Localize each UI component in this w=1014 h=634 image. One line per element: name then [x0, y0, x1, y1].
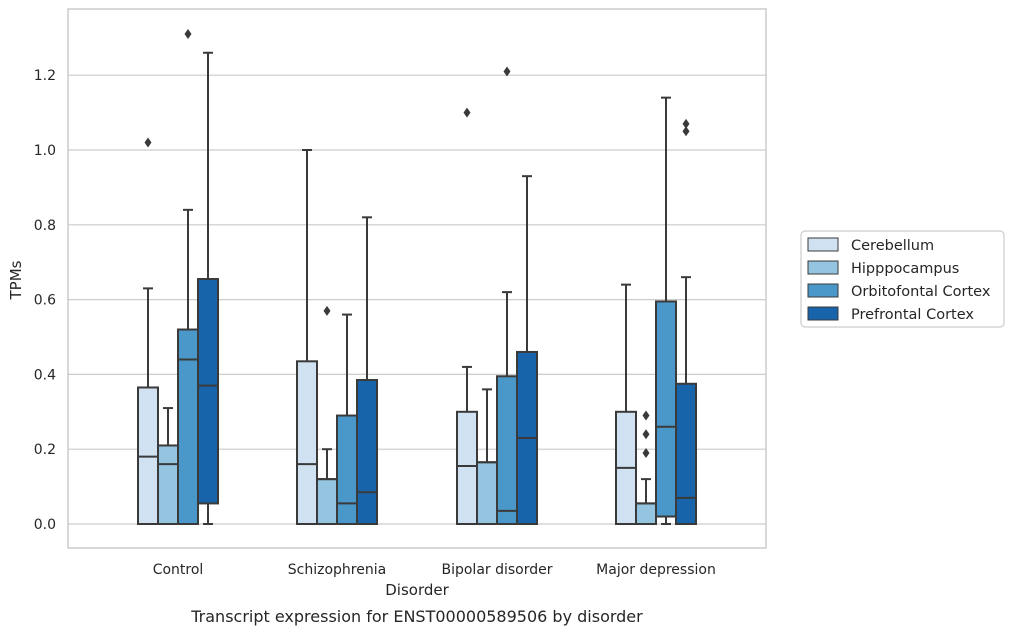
legend-label: Hipppocampus: [851, 261, 959, 277]
box-3-3: [675, 118, 697, 525]
legend: Cerebellum Hipppocampus Orbitofontal Corte…: [800, 230, 1005, 328]
box-1-0: [296, 149, 318, 525]
box-body: [476, 461, 498, 526]
legend-label: Prefrontal Cortex: [851, 307, 974, 323]
legend-swatch: [807, 283, 839, 298]
box-body: [675, 382, 697, 525]
box-2-1: [476, 388, 498, 526]
box-0-2: [177, 29, 199, 525]
y-tick-label: 0.8: [34, 218, 56, 234]
y-tick-label: 0.2: [34, 442, 56, 458]
y-tick-label: 0.0: [34, 517, 56, 533]
box-body: [635, 502, 657, 525]
box-1-1: [316, 305, 338, 525]
legend-label: Cerebellum: [851, 238, 934, 254]
box-3-0: [615, 283, 637, 525]
box-body: [356, 379, 378, 526]
y-tick-label: 1.0: [34, 143, 56, 159]
box-groups: [137, 29, 697, 526]
box-body: [157, 444, 179, 525]
outlier-point: [503, 66, 511, 77]
box-body: [336, 414, 358, 526]
box-2-0: [456, 107, 478, 525]
outlier-point: [642, 447, 650, 458]
box-body: [655, 300, 677, 518]
box-3-1: [635, 410, 657, 525]
box-body: [456, 410, 478, 525]
box-body: [197, 278, 219, 505]
outlier-point: [144, 137, 152, 148]
box-2-3: [516, 175, 538, 525]
legend-swatch: [807, 237, 839, 252]
x-tick-label: Major depression: [596, 562, 716, 578]
y-tick-label: 0.4: [34, 367, 56, 383]
box-1-2: [336, 313, 358, 526]
box-0-0: [137, 137, 159, 525]
outlier-point: [463, 107, 471, 118]
outlier-point: [682, 118, 690, 129]
x-axis-label: Disorder: [385, 581, 449, 599]
box-body: [496, 375, 518, 525]
legend-label: Orbitofontal Cortex: [851, 284, 991, 300]
x-tick-labels: Control Schizophrenia Bipolar disorder Majo…: [153, 562, 716, 578]
legend-swatch: [807, 260, 839, 275]
outlier-point: [642, 410, 650, 421]
chart-caption: Transcript expression for ENST0000058950…: [190, 607, 643, 626]
outlier-point: [682, 126, 690, 137]
x-tick-label: Control: [153, 562, 204, 578]
outlier-point: [642, 429, 650, 440]
plot-frame: [67, 8, 767, 549]
box-body: [296, 360, 318, 525]
legend-frame: [800, 230, 1005, 328]
box-1-3: [356, 216, 378, 526]
outlier-point: [184, 29, 192, 40]
y-axis-label: TPMs: [7, 260, 25, 300]
box-3-2: [655, 96, 677, 525]
x-tick-label: Bipolar disorder: [441, 562, 552, 578]
y-tick-label: 1.2: [34, 68, 56, 84]
legend-swatch: [807, 306, 839, 321]
outlier-point: [323, 305, 331, 316]
box-2-2: [496, 66, 518, 525]
y-tick-label: 0.6: [34, 293, 56, 309]
box-0-3: [197, 51, 219, 525]
x-tick-label: Schizophrenia: [288, 562, 386, 578]
y-tick-labels: 0.0 0.2 0.4 0.6 0.8 1.0 1.2: [34, 68, 56, 533]
box-0-1: [157, 407, 179, 525]
box-body: [316, 478, 338, 525]
